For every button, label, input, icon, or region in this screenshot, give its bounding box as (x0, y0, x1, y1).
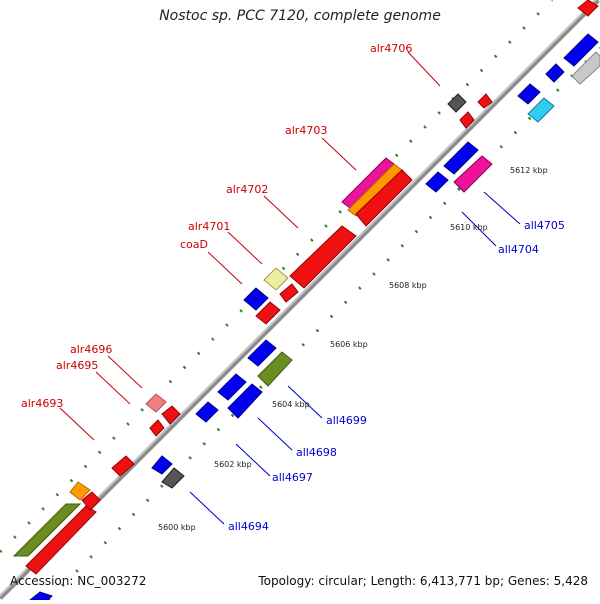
scale-label-5600: 5600 kbp (158, 523, 196, 532)
gene-block-cyan[interactable] (527, 97, 555, 123)
gene-label-alr4695[interactable]: alr4695 (56, 359, 98, 372)
gene-block-red-arrow[interactable] (161, 405, 181, 425)
gene-block-topright-red[interactable] (577, 0, 599, 17)
gene-block-red-mid[interactable] (111, 455, 135, 477)
leader-all4698 (257, 417, 293, 451)
gene-block-all4704[interactable] (425, 171, 449, 193)
gene-label-all4699[interactable]: all4699 (326, 414, 367, 427)
reverse-genes (28, 33, 600, 601)
gene-block-all4705-pink[interactable] (453, 155, 493, 193)
gene-label-alr4696[interactable]: alr4696 (70, 343, 112, 356)
gene-label-alr4703[interactable]: alr4703 (285, 124, 327, 137)
scale-label-5604: 5604 kbp (272, 400, 310, 409)
gene-label-alr4701[interactable]: alr4701 (188, 220, 230, 233)
gene-block-all4694-grey[interactable] (161, 467, 185, 489)
gene-block-alr4702[interactable] (289, 225, 357, 289)
gene-block-alr4693-low[interactable] (25, 505, 97, 575)
gene-block-all4697[interactable] (195, 401, 219, 423)
gene-block-alr4703-red[interactable] (355, 169, 413, 227)
page-title: Nostoc sp. PCC 7120, complete genome (159, 8, 441, 24)
leader-lines (59, 51, 521, 525)
gene-label-group: alr4706 alr4703 alr4702 alr4701 coaD alr… (21, 42, 565, 533)
accession-text: Accession: NC_003272 (10, 574, 147, 588)
leader-alr4706 (407, 51, 441, 87)
gene-block-blue-upper-c[interactable] (563, 33, 599, 67)
leader-alr4703 (321, 137, 357, 171)
gene-block-all4699-blue[interactable] (247, 339, 277, 367)
leader-alr4701 (227, 231, 263, 265)
leader-alr4702 (263, 195, 299, 229)
leader-all4705 (483, 191, 521, 225)
gene-block-red-b[interactable] (279, 283, 299, 303)
genome-summary-text: Topology: circular; Length: 6,413,771 bp… (258, 574, 588, 588)
leader-alr4693 (59, 407, 95, 441)
gene-block-alr4696[interactable] (145, 393, 167, 413)
gene-block-all4694-blue[interactable] (151, 455, 173, 475)
gene-block-all4699-green[interactable] (257, 351, 293, 387)
leader-coaD (207, 251, 243, 285)
gene-block-blue-upper-b[interactable] (545, 63, 565, 83)
gene-block-red-small[interactable] (81, 491, 101, 511)
gene-block-all4698-b[interactable] (227, 383, 263, 419)
gene-block-red-tiny[interactable] (477, 93, 493, 109)
gene-block-alr4706-red[interactable] (459, 111, 475, 129)
gene-label-all4697[interactable]: all4697 (272, 471, 313, 484)
scale-label-5602: 5602 kbp (214, 460, 252, 469)
gene-block-blue-upper-a[interactable] (517, 83, 541, 105)
scale-label-5612: 5612 kbp (510, 166, 548, 175)
leader-alr4695 (95, 371, 131, 405)
leader-all4699 (287, 385, 323, 419)
leader-all4694 (189, 491, 225, 525)
scale-label-5608: 5608 kbp (389, 281, 427, 290)
gene-label-all4705[interactable]: all4705 (524, 219, 565, 232)
gene-label-alr4693[interactable]: alr4693 (21, 397, 63, 410)
gene-label-alr4702[interactable]: alr4702 (226, 183, 268, 196)
scale-label-5606: 5606 kbp (330, 340, 368, 349)
gene-block-alr4706-grey[interactable] (447, 93, 467, 113)
gene-block-lightgrey[interactable] (571, 51, 600, 85)
gene-label-all4698[interactable]: all4698 (296, 446, 337, 459)
gene-block-alr4701[interactable] (263, 267, 289, 291)
gene-label-all4704[interactable]: all4704 (498, 243, 539, 256)
gene-label-alr4706[interactable]: alr4706 (370, 42, 412, 55)
leader-alr4696 (107, 355, 143, 389)
gene-block-bottom-blue[interactable] (28, 591, 53, 601)
gene-block-alr4695[interactable] (149, 419, 165, 437)
leader-all4697 (235, 443, 271, 477)
gene-block-coaD[interactable] (243, 287, 269, 311)
gene-block-all4698-a[interactable] (217, 373, 247, 401)
forward-genes (12, 0, 599, 575)
gene-block-alr4693[interactable] (12, 503, 82, 557)
gene-block-all4705-blue[interactable] (443, 141, 479, 175)
gene-block-orange[interactable] (69, 481, 91, 501)
gene-label-all4694[interactable]: all4694 (228, 520, 269, 533)
gene-label-coaD[interactable]: coaD (180, 238, 208, 251)
scale-label-5610: 5610 kbp (450, 223, 488, 232)
gene-block-red-a[interactable] (255, 301, 281, 325)
leader-all4704 (461, 211, 497, 247)
scale-label-group: 5600 kbp 5602 kbp 5604 kbp 5606 kbp 5608… (158, 166, 548, 532)
